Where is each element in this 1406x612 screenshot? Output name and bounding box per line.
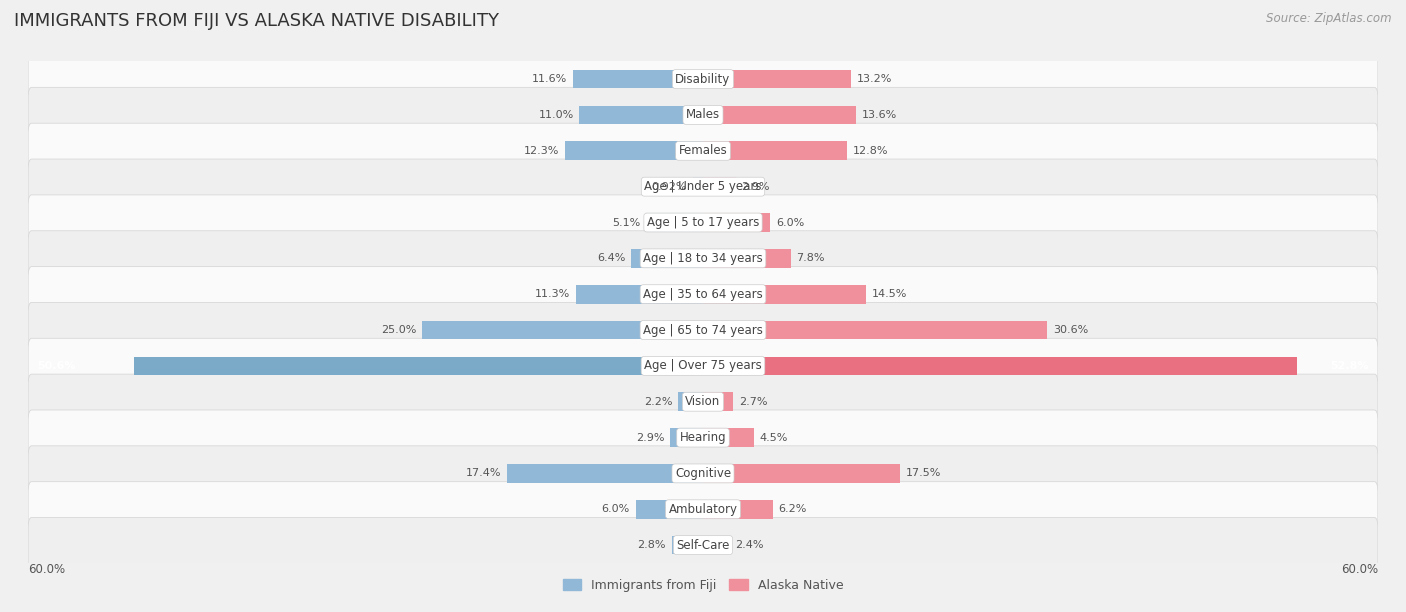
FancyBboxPatch shape: [28, 267, 1378, 322]
Bar: [703, 536, 730, 554]
Text: Hearing: Hearing: [679, 431, 727, 444]
Text: 11.6%: 11.6%: [531, 74, 567, 84]
Text: 60.0%: 60.0%: [28, 563, 65, 576]
Text: 17.5%: 17.5%: [905, 468, 941, 479]
Text: 60.0%: 60.0%: [1341, 563, 1378, 576]
Bar: [703, 70, 852, 89]
Text: Ambulatory: Ambulatory: [668, 503, 738, 516]
Text: 2.2%: 2.2%: [644, 397, 672, 407]
Text: 5.1%: 5.1%: [612, 217, 640, 228]
Bar: [703, 357, 1296, 375]
Text: Age | 18 to 34 years: Age | 18 to 34 years: [643, 252, 763, 265]
Text: Disability: Disability: [675, 73, 731, 86]
FancyBboxPatch shape: [28, 51, 1378, 106]
Bar: [422, 321, 703, 340]
Text: Vision: Vision: [685, 395, 721, 408]
Bar: [703, 106, 856, 124]
Bar: [678, 392, 703, 411]
Text: 6.2%: 6.2%: [779, 504, 807, 514]
Text: 12.8%: 12.8%: [852, 146, 889, 156]
Bar: [671, 428, 703, 447]
Text: 50.6%: 50.6%: [37, 361, 76, 371]
Text: 4.5%: 4.5%: [759, 433, 787, 442]
FancyBboxPatch shape: [28, 446, 1378, 501]
FancyBboxPatch shape: [28, 410, 1378, 465]
Bar: [579, 106, 703, 124]
Text: 6.4%: 6.4%: [598, 253, 626, 263]
Bar: [703, 213, 770, 232]
Text: Cognitive: Cognitive: [675, 467, 731, 480]
Text: 6.0%: 6.0%: [602, 504, 630, 514]
FancyBboxPatch shape: [28, 123, 1378, 179]
Bar: [703, 500, 773, 518]
Text: 2.7%: 2.7%: [740, 397, 768, 407]
Bar: [703, 464, 900, 483]
Text: Age | 35 to 64 years: Age | 35 to 64 years: [643, 288, 763, 300]
Bar: [645, 213, 703, 232]
Text: 12.3%: 12.3%: [523, 146, 560, 156]
Bar: [636, 500, 703, 518]
Text: 52.8%: 52.8%: [1330, 361, 1369, 371]
Text: 0.92%: 0.92%: [651, 182, 688, 192]
FancyBboxPatch shape: [28, 302, 1378, 357]
Text: Age | 5 to 17 years: Age | 5 to 17 years: [647, 216, 759, 229]
Bar: [631, 249, 703, 267]
Text: 13.2%: 13.2%: [858, 74, 893, 84]
Text: Age | Over 75 years: Age | Over 75 years: [644, 359, 762, 372]
Bar: [703, 392, 734, 411]
Bar: [576, 285, 703, 304]
Bar: [693, 177, 703, 196]
Bar: [703, 321, 1047, 340]
Text: 2.8%: 2.8%: [637, 540, 666, 550]
Legend: Immigrants from Fiji, Alaska Native: Immigrants from Fiji, Alaska Native: [558, 574, 848, 597]
FancyBboxPatch shape: [28, 159, 1378, 214]
Text: 14.5%: 14.5%: [872, 289, 907, 299]
Bar: [508, 464, 703, 483]
Text: 11.0%: 11.0%: [538, 110, 574, 120]
FancyBboxPatch shape: [28, 88, 1378, 143]
Text: IMMIGRANTS FROM FIJI VS ALASKA NATIVE DISABILITY: IMMIGRANTS FROM FIJI VS ALASKA NATIVE DI…: [14, 12, 499, 30]
FancyBboxPatch shape: [28, 231, 1378, 286]
FancyBboxPatch shape: [28, 482, 1378, 537]
Bar: [134, 357, 703, 375]
Bar: [703, 177, 735, 196]
Text: 2.9%: 2.9%: [741, 182, 769, 192]
Bar: [565, 141, 703, 160]
Text: Source: ZipAtlas.com: Source: ZipAtlas.com: [1267, 12, 1392, 25]
Bar: [703, 285, 866, 304]
Text: 30.6%: 30.6%: [1053, 325, 1088, 335]
Text: Females: Females: [679, 144, 727, 157]
Text: 11.3%: 11.3%: [536, 289, 571, 299]
Text: 25.0%: 25.0%: [381, 325, 416, 335]
FancyBboxPatch shape: [28, 195, 1378, 250]
FancyBboxPatch shape: [28, 338, 1378, 394]
Text: Males: Males: [686, 108, 720, 121]
Bar: [703, 428, 754, 447]
FancyBboxPatch shape: [28, 518, 1378, 573]
Text: 13.6%: 13.6%: [862, 110, 897, 120]
Text: Age | 65 to 74 years: Age | 65 to 74 years: [643, 324, 763, 337]
Text: 2.4%: 2.4%: [735, 540, 763, 550]
Bar: [672, 536, 703, 554]
Bar: [703, 249, 790, 267]
Text: 7.8%: 7.8%: [796, 253, 825, 263]
Text: 2.9%: 2.9%: [637, 433, 665, 442]
Text: 17.4%: 17.4%: [467, 468, 502, 479]
Bar: [703, 141, 846, 160]
Text: Self-Care: Self-Care: [676, 539, 730, 551]
Bar: [572, 70, 703, 89]
Text: 6.0%: 6.0%: [776, 217, 804, 228]
Text: Age | Under 5 years: Age | Under 5 years: [644, 180, 762, 193]
FancyBboxPatch shape: [28, 374, 1378, 430]
